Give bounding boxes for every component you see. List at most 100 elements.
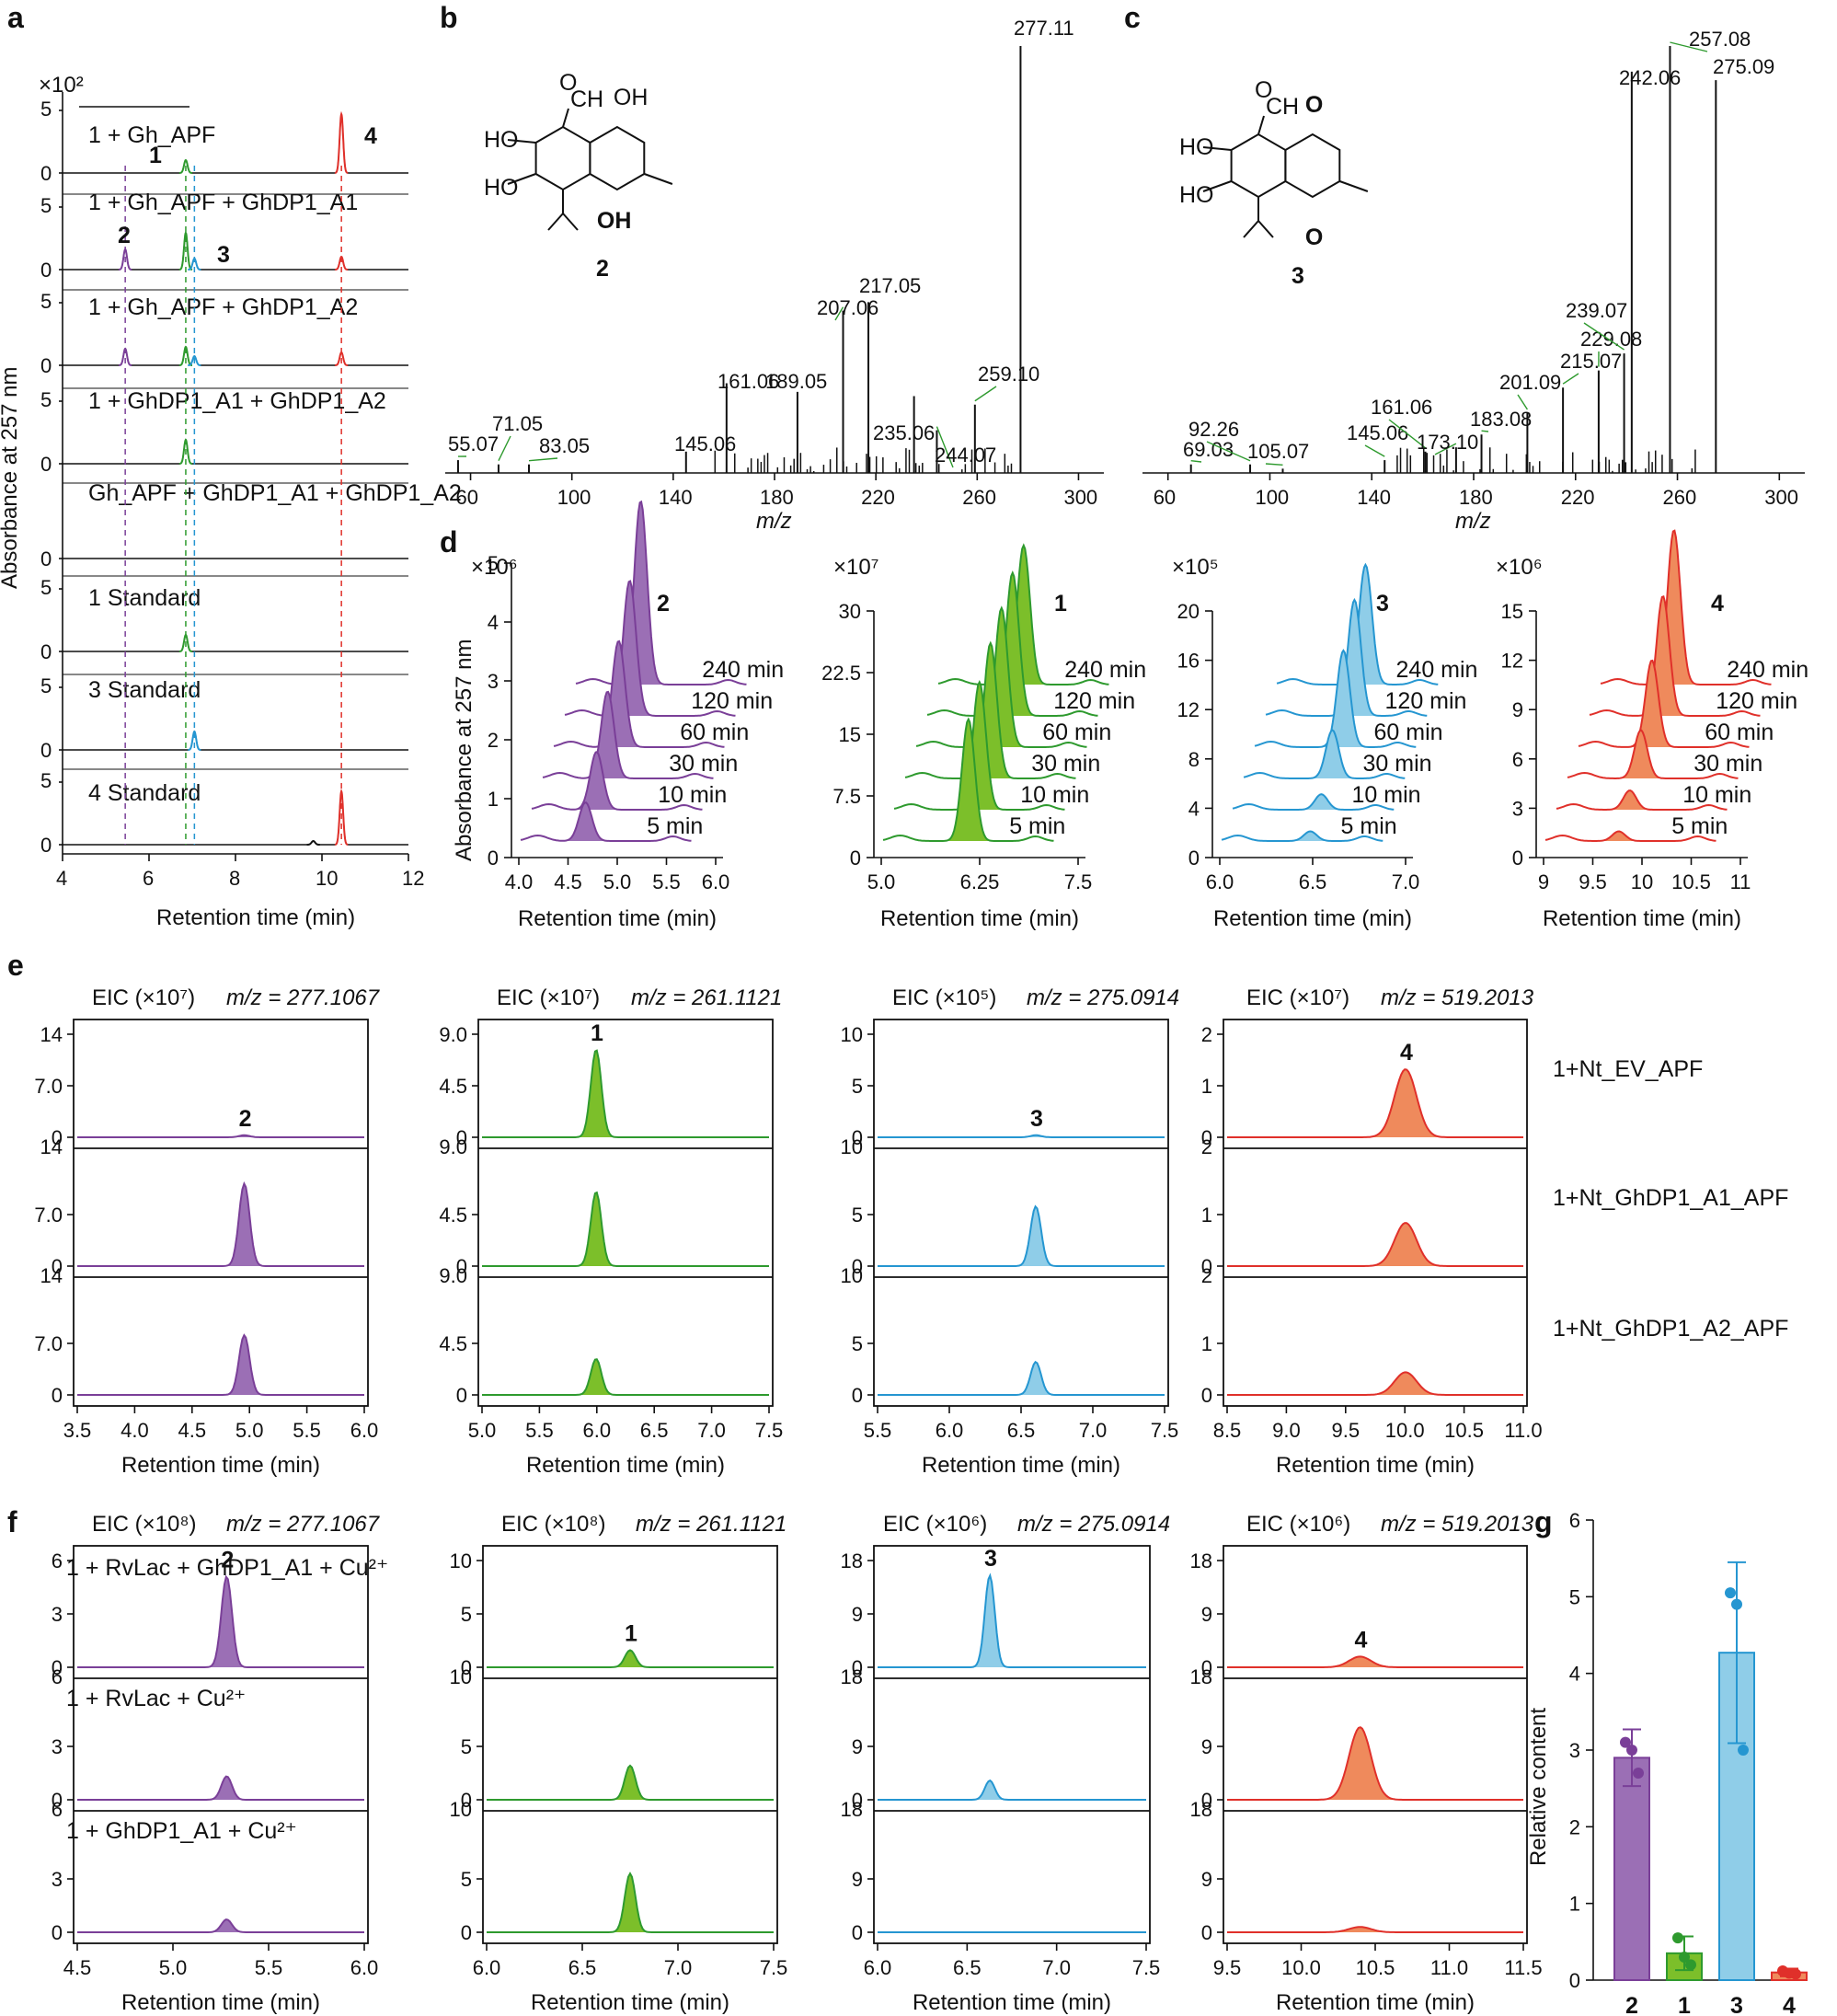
x-tick-label: 5.5 xyxy=(293,1419,321,1442)
peak-label-4: 4 xyxy=(364,123,377,149)
y-tick-label: 0 xyxy=(852,1656,863,1679)
trace-label: 1 + GhDP1_A1 + GhDP1_A2 xyxy=(88,388,386,414)
x-tick-label: 10.5 xyxy=(1671,870,1711,893)
time-trace xyxy=(893,680,1065,811)
multiplier-label: ×10⁷ xyxy=(833,555,878,580)
structure-bond xyxy=(547,213,564,231)
y-tick-label: 10 xyxy=(450,1549,472,1572)
structure-bond xyxy=(507,173,536,185)
y-tick-label: 2 xyxy=(1201,1135,1212,1158)
y-tick-label: 5 xyxy=(40,769,52,792)
y-tick-label: 7.0 xyxy=(34,1075,63,1098)
peak-trace xyxy=(335,110,349,174)
y-tick-label: 7.0 xyxy=(34,1332,63,1355)
eic-compound-label: 3 xyxy=(984,1546,997,1572)
x-tick-label: 5.5 xyxy=(652,870,681,893)
y-tick-label: 5 xyxy=(461,1603,472,1626)
x-tick-label: 6.0 xyxy=(1206,870,1234,893)
peak-label-2: 2 xyxy=(118,223,131,248)
eic-compound-label: 1 xyxy=(625,1620,637,1646)
time-trace xyxy=(542,690,714,779)
sample-label: 1+Nt_GhDP1_A1_APF xyxy=(1553,1185,1788,1211)
x-tick-label: 9.5 xyxy=(1332,1419,1361,1442)
y-tick-label: 10 xyxy=(841,1135,863,1158)
y-tick-label: 0 xyxy=(1512,847,1523,870)
x-axis-title: Retention time (min) xyxy=(922,1453,1120,1478)
x-tick-label: 10.0 xyxy=(1385,1419,1425,1442)
peak-mz-label: 277.11 xyxy=(1014,17,1074,40)
x-tick-label: 180 xyxy=(1459,486,1493,509)
trace-label: 4 Standard xyxy=(88,780,201,806)
time-trace xyxy=(1544,830,1716,842)
x-tick-label: 5.0 xyxy=(159,1956,188,1979)
y-tick-label: 0 xyxy=(852,1789,863,1812)
time-trace xyxy=(904,640,1076,779)
x-tick-label: 7.0 xyxy=(1079,1419,1108,1442)
y-tick-label: 9 xyxy=(1201,1868,1212,1891)
y-tick-label: 5 xyxy=(40,674,52,697)
x-tick-label: 11.5 xyxy=(1504,1956,1542,1979)
peak-trace xyxy=(178,158,192,174)
x-tick-label: 260 xyxy=(962,486,996,509)
time-trace xyxy=(575,500,747,685)
y-tick-label: 9.0 xyxy=(439,1023,467,1046)
eic-trace xyxy=(482,1358,769,1396)
peak-mz-label: 207.06 xyxy=(817,296,878,319)
structure-ho-label: HO xyxy=(484,175,519,201)
x-tick-label: 10 xyxy=(1631,870,1653,893)
time-label: 60 min xyxy=(1705,720,1774,745)
x-tick-label: 5.0 xyxy=(235,1419,264,1442)
time-label: 120 min xyxy=(1385,688,1467,714)
trace-label: Gh_APF + GhDP1_A1 + GhDP1_A2 xyxy=(88,480,462,506)
y-tick-label: 5 xyxy=(852,1075,863,1098)
y-tick-label: 1 xyxy=(1201,1075,1212,1098)
y-tick-label: 5 xyxy=(852,1332,863,1355)
x-tick-label: 4.0 xyxy=(505,870,534,893)
y-tick-label: 1 xyxy=(488,788,499,811)
eic-trace xyxy=(878,1572,1146,1668)
x-tick-label: 7.0 xyxy=(664,1956,693,1979)
peak-mz-label: 257.08 xyxy=(1689,28,1751,51)
data-point xyxy=(1672,1932,1683,1944)
trace-baseline xyxy=(63,634,408,652)
time-trace xyxy=(1600,529,1772,685)
x-axis-title: Retention time (min) xyxy=(1213,906,1412,931)
time-trace xyxy=(1556,789,1728,811)
y-tick-label: 0 xyxy=(52,1255,63,1278)
panel-label-a: a xyxy=(7,1,24,34)
y-tick-label: 3 xyxy=(52,1603,63,1626)
eic-label: EIC (×10⁷) xyxy=(92,985,195,1010)
y-tick-label: 15 xyxy=(839,723,861,746)
y-tick-label: 0 xyxy=(1201,1255,1212,1278)
y-tick-label: 0 xyxy=(456,1384,467,1407)
y-tick-label: 0 xyxy=(40,547,52,570)
x-tick-label: 140 xyxy=(1357,486,1391,509)
structure-ring xyxy=(1230,132,1287,199)
y-tick-label: 0 xyxy=(1569,1969,1580,1992)
multiplier-label: ×10⁵ xyxy=(1172,555,1219,580)
time-label: 30 min xyxy=(669,751,738,777)
y-tick-label: 9 xyxy=(852,1868,863,1891)
x-tick-label: 7.5 xyxy=(1132,1956,1161,1979)
label-leader xyxy=(1562,373,1579,385)
eic-frame xyxy=(1223,1545,1528,1944)
sample-label: 1 + RvLac + Cu²⁺ xyxy=(66,1686,246,1711)
y-tick-label: 0 xyxy=(40,640,52,663)
x-tick-label: 6.0 xyxy=(350,1956,379,1979)
eic-label: EIC (×10⁷) xyxy=(497,985,600,1010)
peak-mz-label: 145.06 xyxy=(1347,421,1408,444)
sample-label: 1 + GhDP1_A1 + Cu²⁺ xyxy=(66,1818,297,1844)
label-leader xyxy=(1481,430,1489,432)
eic-frame xyxy=(477,1019,774,1407)
y-tick-label: 0 xyxy=(52,1921,63,1944)
label-leader xyxy=(528,457,558,462)
y-tick-label: 18 xyxy=(1190,1798,1212,1821)
time-label: 10 min xyxy=(1682,782,1751,808)
peak-mz-label: 275.09 xyxy=(1713,55,1774,78)
x-tick-label: 8.5 xyxy=(1213,1419,1242,1442)
mz-label: m/z = 275.0914 xyxy=(1017,1512,1170,1537)
x-tick-label: 6.5 xyxy=(568,1956,597,1979)
eic-compound-label: 2 xyxy=(221,1547,234,1572)
peak-mz-label: 71.05 xyxy=(492,412,543,435)
x-tick-label: 7.5 xyxy=(1064,870,1093,893)
